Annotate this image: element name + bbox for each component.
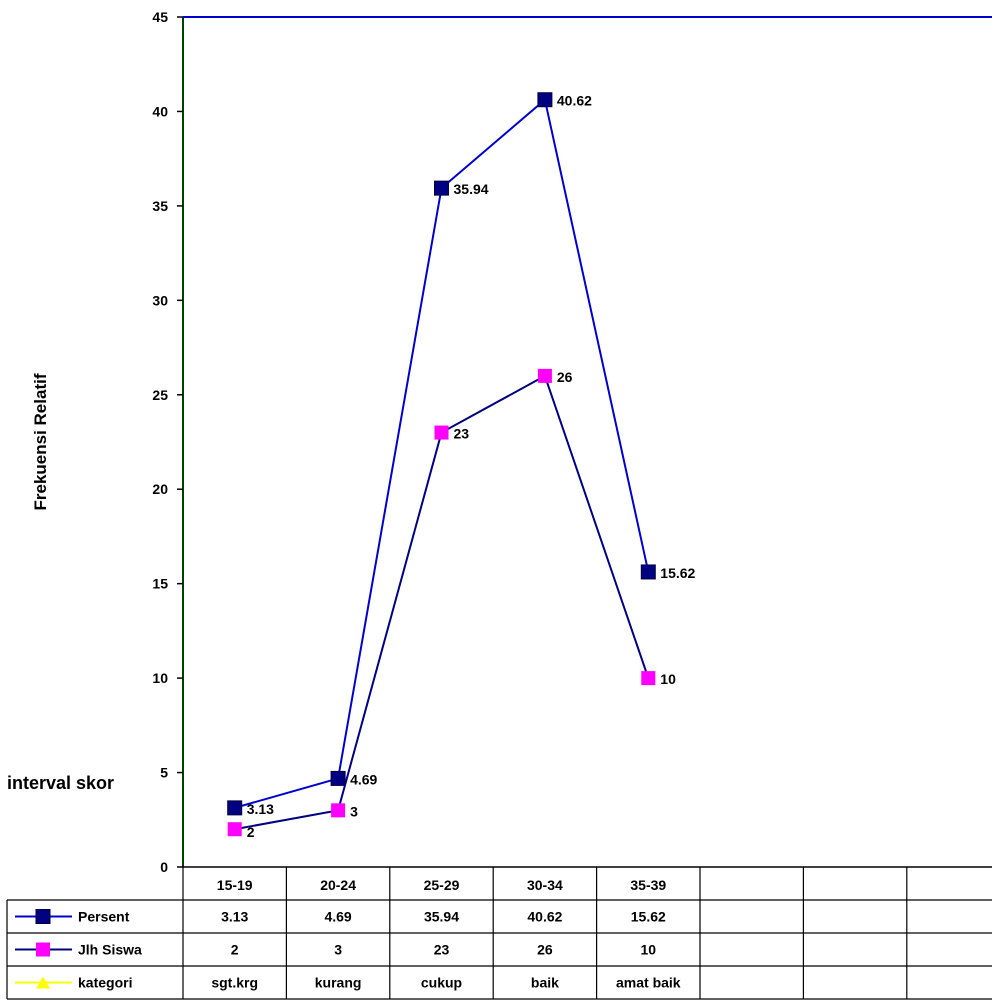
table-value-cell: 10 xyxy=(641,942,657,958)
marker-point xyxy=(640,564,656,580)
y-tick-label: 25 xyxy=(152,387,168,403)
marker-point xyxy=(227,800,243,816)
table-value-cell: 3.13 xyxy=(221,909,248,925)
table-header-cell: 25-29 xyxy=(424,877,460,893)
data-label: 4.69 xyxy=(350,771,377,787)
table-header-cell: 15-19 xyxy=(217,877,253,893)
series-line-jlh-siswa xyxy=(234,374,650,831)
data-label: 2 xyxy=(247,824,255,840)
x-axis-title: interval skor xyxy=(7,773,114,793)
y-axis: 0 5 10 15 20 25 30 35 40 45 xyxy=(152,9,992,875)
data-table: 15-19 20-24 25-29 30-34 35-39 Persent 3.13 4.69… xyxy=(6,867,992,1000)
marker-point xyxy=(227,822,242,837)
table-value-cell: cukup xyxy=(421,975,462,991)
y-axis-title: Frekuensi Relatif xyxy=(31,373,50,510)
marker-point xyxy=(434,425,449,440)
y-tick-label: 5 xyxy=(160,765,168,781)
table-value-cell: sgt.krg xyxy=(211,975,258,991)
legend-series-name: kategori xyxy=(78,975,132,991)
y-tick-label: 40 xyxy=(152,103,168,119)
data-label: 3 xyxy=(350,803,358,819)
y-tick-label: 35 xyxy=(152,198,168,214)
data-label: 3.13 xyxy=(247,801,274,817)
y-tick-label: 0 xyxy=(160,859,168,875)
series-lines xyxy=(234,97,650,831)
data-label: 23 xyxy=(454,426,470,442)
data-label: 10 xyxy=(660,671,676,687)
data-label: 26 xyxy=(557,369,573,385)
y-tick-label: 10 xyxy=(152,670,168,686)
series-markers xyxy=(227,92,656,837)
table-header-cell: 30-34 xyxy=(527,877,563,893)
marker-point xyxy=(537,92,553,108)
table-value-cell: kurang xyxy=(315,975,362,991)
data-label: 35.94 xyxy=(454,181,489,197)
legend-series-name: Jlh Siswa xyxy=(78,942,142,958)
marker-point xyxy=(641,671,656,686)
table-value-cell: 40.62 xyxy=(527,909,562,925)
data-label: 15.62 xyxy=(660,565,695,581)
series-line-persent xyxy=(234,97,650,809)
marker-point xyxy=(331,803,346,818)
legend-key-marker xyxy=(36,942,50,957)
legend-key-marker xyxy=(35,909,51,924)
table-value-cell: baik xyxy=(531,975,559,991)
marker-point xyxy=(330,770,346,786)
legend-series-name: Persent xyxy=(78,909,130,925)
table-value-cell: 3 xyxy=(334,942,342,958)
marker-point xyxy=(434,180,449,196)
y-tick-label: 30 xyxy=(152,292,168,308)
data-label: 40.62 xyxy=(557,93,592,109)
y-tick-label: 20 xyxy=(152,481,168,497)
table-value-cell: 23 xyxy=(434,942,450,958)
table-header-cell: 35-39 xyxy=(630,877,666,893)
y-tick-label: 15 xyxy=(152,576,168,592)
marker-point xyxy=(537,368,552,383)
table-value-cell: amat baik xyxy=(616,975,681,991)
table-value-cell: 15.62 xyxy=(631,909,666,925)
table-value-cell: 4.69 xyxy=(324,909,351,925)
table-value-cell: 26 xyxy=(537,942,553,958)
table-value-cell: 2 xyxy=(231,942,239,958)
legend-key-marker xyxy=(36,976,50,989)
table-value-cell: 35.94 xyxy=(424,909,459,925)
y-tick-label: 45 xyxy=(152,9,168,25)
table-header-cell: 20-24 xyxy=(320,877,356,893)
